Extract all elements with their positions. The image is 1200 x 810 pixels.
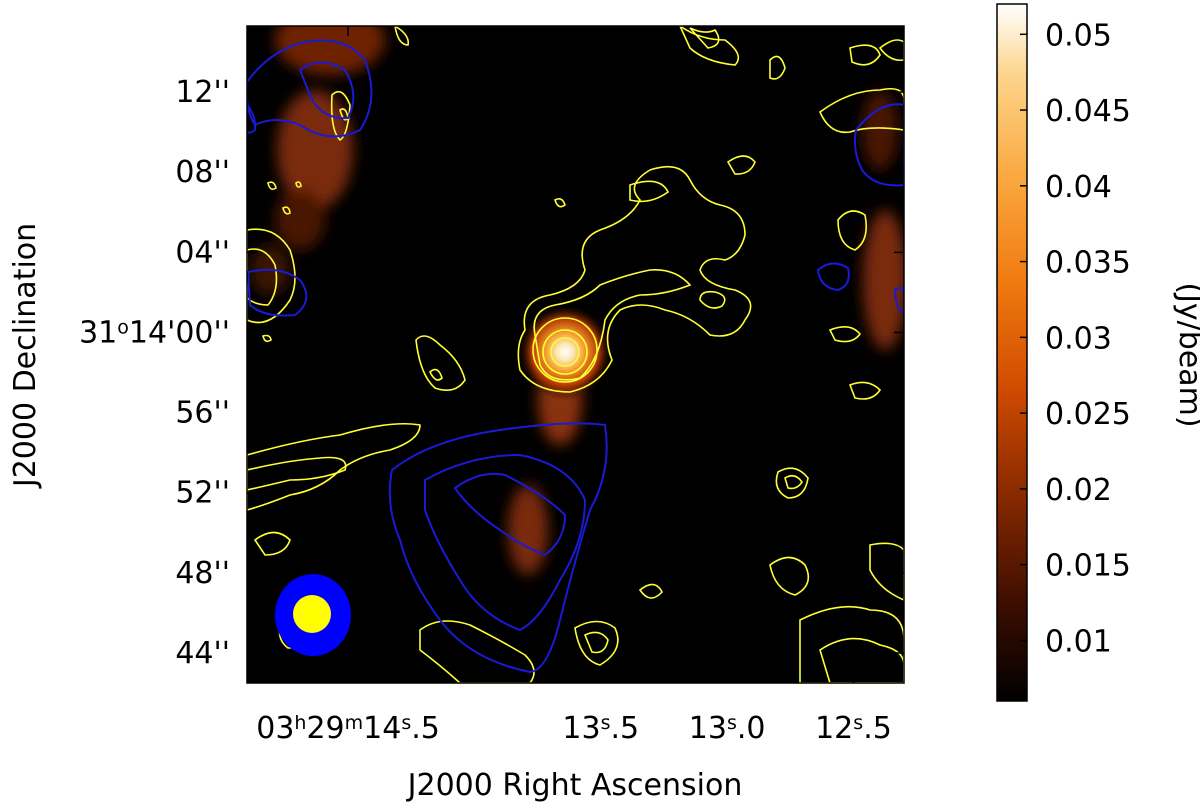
colorbar-tick-label: 0.045 bbox=[1045, 94, 1131, 129]
colorbar-tick-label: 0.02 bbox=[1045, 473, 1112, 508]
axes: 03h29m14s.5 13s.5 13s.0 12s.5 12'' 08'' 04'' 31… bbox=[79, 25, 905, 746]
colorbar-tick-label: 0.015 bbox=[1045, 549, 1131, 584]
y-tick-label: 56'' bbox=[175, 396, 230, 431]
colorbar-tick-label: 0.035 bbox=[1045, 246, 1131, 281]
x-axis-label: J2000 Right Ascension bbox=[406, 768, 743, 803]
y-tick-label: 44'' bbox=[175, 636, 230, 671]
blue-contours bbox=[247, 39, 904, 674]
y-tick-label: 31o14'00'' bbox=[79, 315, 230, 350]
y-tick-label: 12'' bbox=[175, 75, 230, 110]
x-tick-label: 13s.0 bbox=[689, 711, 766, 746]
colorbar-tick-label: 0.04 bbox=[1045, 170, 1112, 205]
x-tick-label: 12s.5 bbox=[815, 711, 892, 746]
plot-frame bbox=[246, 25, 905, 684]
y-tick-label: 08'' bbox=[175, 155, 230, 190]
y-axis-label: J2000 Declination bbox=[8, 223, 43, 489]
colorbar-tick-label: 0.05 bbox=[1045, 18, 1112, 53]
image-plane bbox=[247, 26, 904, 683]
x-tick-label: 03h29m14s.5 bbox=[256, 711, 440, 746]
colorbar-tick-label: 0.025 bbox=[1045, 397, 1131, 432]
colorbar-scale bbox=[996, 3, 1028, 702]
x-tick-label: 13s.5 bbox=[562, 711, 639, 746]
beam-small bbox=[293, 595, 331, 633]
colorbar-label: (Jy/beam) bbox=[1172, 282, 1200, 427]
y-tick-label: 04'' bbox=[175, 235, 230, 270]
y-tick-label: 52'' bbox=[175, 476, 230, 511]
colorbar-tick-label: 0.01 bbox=[1045, 624, 1112, 659]
colorbar-ticks: 0.05 0.045 0.04 0.035 0.03 0.025 0.02 0.015 0.01 bbox=[1020, 18, 1131, 659]
colorbar: 0.05 0.045 0.04 0.035 0.03 0.025 0.02 0.015 0.01… bbox=[996, 3, 1200, 702]
y-tick-label: 48'' bbox=[175, 556, 230, 591]
colorbar-tick-label: 0.03 bbox=[1045, 321, 1112, 356]
